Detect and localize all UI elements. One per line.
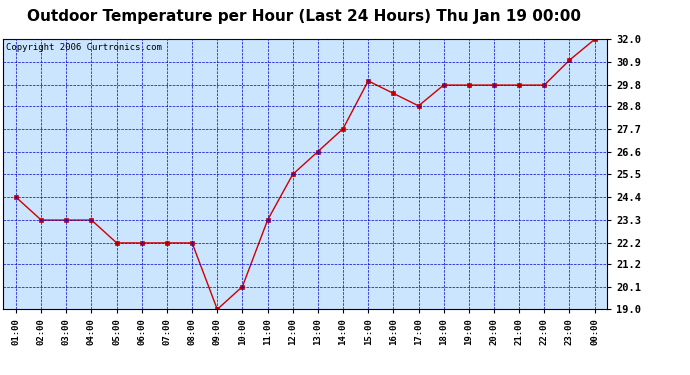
Text: Copyright 2006 Curtronics.com: Copyright 2006 Curtronics.com	[6, 44, 162, 52]
Text: Outdoor Temperature per Hour (Last 24 Hours) Thu Jan 19 00:00: Outdoor Temperature per Hour (Last 24 Ho…	[27, 9, 580, 24]
